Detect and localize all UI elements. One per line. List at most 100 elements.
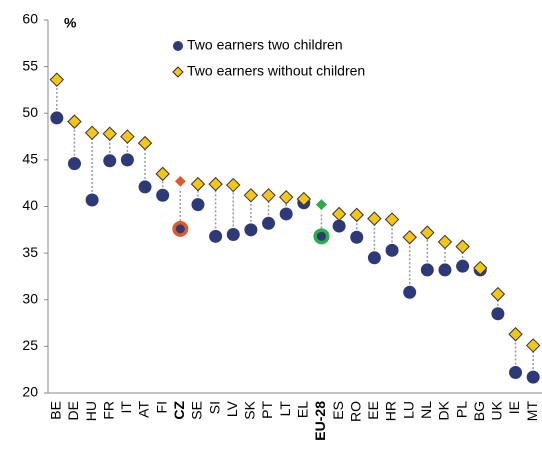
dot [509, 365, 523, 379]
diamond [349, 207, 364, 223]
dot [491, 307, 505, 321]
y-tick-label: 20 [22, 384, 38, 400]
x-tick-label: NL [418, 401, 434, 419]
dot [67, 157, 81, 171]
x-label-group: RO [347, 401, 363, 422]
x-tick-label: MT [524, 401, 540, 422]
x-tick-label: AT [136, 401, 152, 418]
x-label-group: CZ [171, 401, 187, 420]
diamond [120, 129, 135, 144]
y-tick-label: 60 [22, 11, 38, 27]
diamond [331, 206, 347, 222]
dot [262, 216, 276, 230]
y-tick-label: 30 [22, 290, 38, 306]
x-tick-label: PL [453, 401, 469, 418]
x-label-group: BG [471, 401, 487, 421]
x-label-group: HR [383, 401, 399, 421]
x-tick-label: EL [295, 401, 311, 418]
dot [279, 207, 293, 221]
x-tick-label: LT [277, 401, 293, 417]
x-label-group: SE [189, 401, 205, 420]
legend-label: Two earners without children [187, 63, 365, 79]
diamond [437, 234, 453, 250]
x-label-group: IE [506, 401, 522, 414]
x-label-group: SI [206, 401, 222, 414]
dot [191, 198, 205, 212]
dot [209, 229, 223, 243]
x-tick-label: UK [489, 400, 505, 420]
dot [103, 154, 117, 168]
diamond [508, 327, 523, 342]
dot [50, 111, 64, 125]
x-tick-label: DE [65, 401, 81, 420]
dot [438, 263, 452, 277]
x-tick-label: BE [48, 401, 64, 420]
dot [332, 219, 346, 233]
x-label-group: BE [48, 401, 64, 420]
x-label-group: AT [136, 401, 152, 418]
x-label-group: ES [330, 401, 346, 420]
diamond [473, 260, 488, 276]
dot [85, 193, 99, 207]
x-label-group: LT [277, 401, 293, 417]
diamond [261, 188, 276, 203]
dot [226, 227, 240, 241]
diamond [137, 135, 153, 151]
diamond [226, 177, 241, 193]
x-label-group: SK [242, 400, 258, 419]
x-label-group: MT [524, 401, 540, 422]
x-tick-label: BG [471, 401, 487, 421]
x-label-group: HU [83, 401, 99, 421]
dot [244, 223, 258, 237]
x-label-group: LU [400, 401, 416, 419]
y-tick-label: 25 [22, 337, 38, 353]
x-tick-label: CZ [171, 401, 187, 420]
y-tick-label: 55 [22, 57, 38, 73]
x-tick-label: SE [189, 401, 205, 420]
diamond [420, 225, 435, 240]
x-label-group: NL [418, 401, 434, 419]
diamond [190, 176, 206, 192]
dot [385, 243, 399, 257]
x-label-group: FI [153, 401, 169, 413]
x-label-group: PL [453, 401, 469, 418]
diamond [313, 197, 330, 213]
dot [138, 180, 152, 194]
dot [350, 230, 364, 244]
x-tick-label: RO [347, 401, 363, 422]
diamond [84, 125, 100, 141]
x-label-group: DK [436, 400, 452, 420]
diamond [278, 189, 294, 205]
dot [420, 263, 434, 277]
dot [456, 259, 470, 273]
x-tick-label: HU [83, 401, 99, 421]
x-tick-label: PT [259, 401, 275, 419]
x-label-group: EE [365, 401, 381, 420]
x-tick-label: DK [436, 400, 452, 420]
legend-marker [172, 66, 184, 78]
x-label-group: PT [259, 401, 275, 419]
x-label-group: DE [65, 401, 81, 420]
y-axis-label: % [64, 15, 77, 31]
y-tick-label: 40 [22, 197, 38, 213]
dot [316, 231, 326, 241]
x-label-group: FR [100, 401, 116, 420]
dot [156, 188, 170, 202]
x-label-group: UK [489, 400, 505, 420]
diamond [367, 211, 382, 226]
x-label-group: EU-28 [312, 401, 328, 441]
diamond [455, 239, 470, 254]
diamond [102, 126, 117, 141]
diamond [67, 114, 82, 129]
x-tick-label: EE [365, 401, 381, 420]
diamond [384, 212, 400, 227]
x-tick-label: LV [224, 400, 240, 417]
x-tick-label: SI [206, 401, 222, 414]
diamond [296, 191, 312, 207]
diamond [243, 188, 259, 203]
x-tick-label: LU [400, 401, 416, 419]
x-tick-label: IT [118, 401, 134, 414]
diamond [402, 230, 417, 245]
legend-marker [173, 41, 183, 51]
